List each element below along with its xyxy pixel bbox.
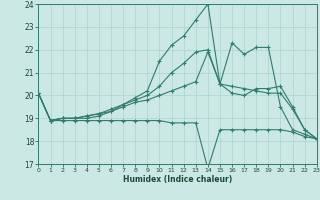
X-axis label: Humidex (Indice chaleur): Humidex (Indice chaleur) [123, 175, 232, 184]
